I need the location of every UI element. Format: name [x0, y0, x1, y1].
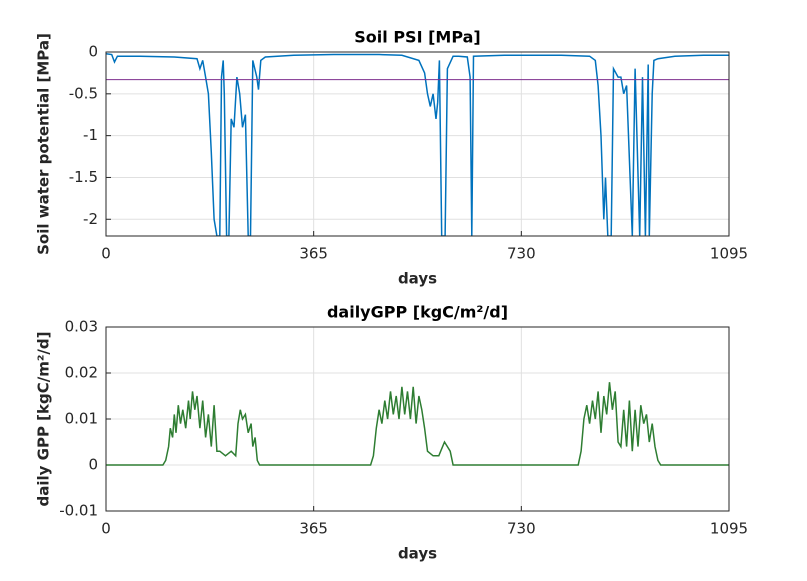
title: dailyGPP [kgC/m²/d] [327, 303, 508, 322]
y-tick-label: 0.02 [65, 364, 98, 382]
x-axis-label: days [398, 270, 437, 288]
x-axis-label: days [398, 545, 437, 563]
data-line [106, 382, 729, 466]
y-tick-label: -0.5 [69, 84, 98, 102]
y-tick-label: 0.03 [65, 318, 98, 336]
y-tick-label: -1 [83, 126, 98, 144]
axes-box [105, 326, 730, 512]
x-tick-label: 1095 [710, 245, 748, 263]
x-tick-label: 365 [299, 245, 328, 263]
plot-area [106, 52, 729, 236]
axes-box [105, 51, 730, 237]
y-tick-label: -0.01 [59, 502, 98, 520]
x-tick-label: 365 [299, 520, 328, 538]
x-tick-label: 730 [507, 520, 536, 538]
y-tick-label: -2 [83, 210, 98, 228]
title: Soil PSI [MPa] [354, 28, 480, 47]
x-tick-label: 0 [101, 245, 111, 263]
y-axis-label: Soil water potential [MPa] [35, 33, 53, 255]
y-axis-label: daily GPP [kgC/m²/d] [35, 332, 53, 507]
y-tick-label: -1.5 [69, 168, 98, 186]
data-line [106, 52, 729, 236]
y-tick-label: 0 [88, 456, 98, 474]
x-tick-label: 0 [101, 520, 111, 538]
x-tick-label: 1095 [710, 520, 748, 538]
y-tick-label: 0 [88, 43, 98, 61]
x-tick-label: 730 [507, 245, 536, 263]
y-tick-label: 0.01 [65, 410, 98, 428]
